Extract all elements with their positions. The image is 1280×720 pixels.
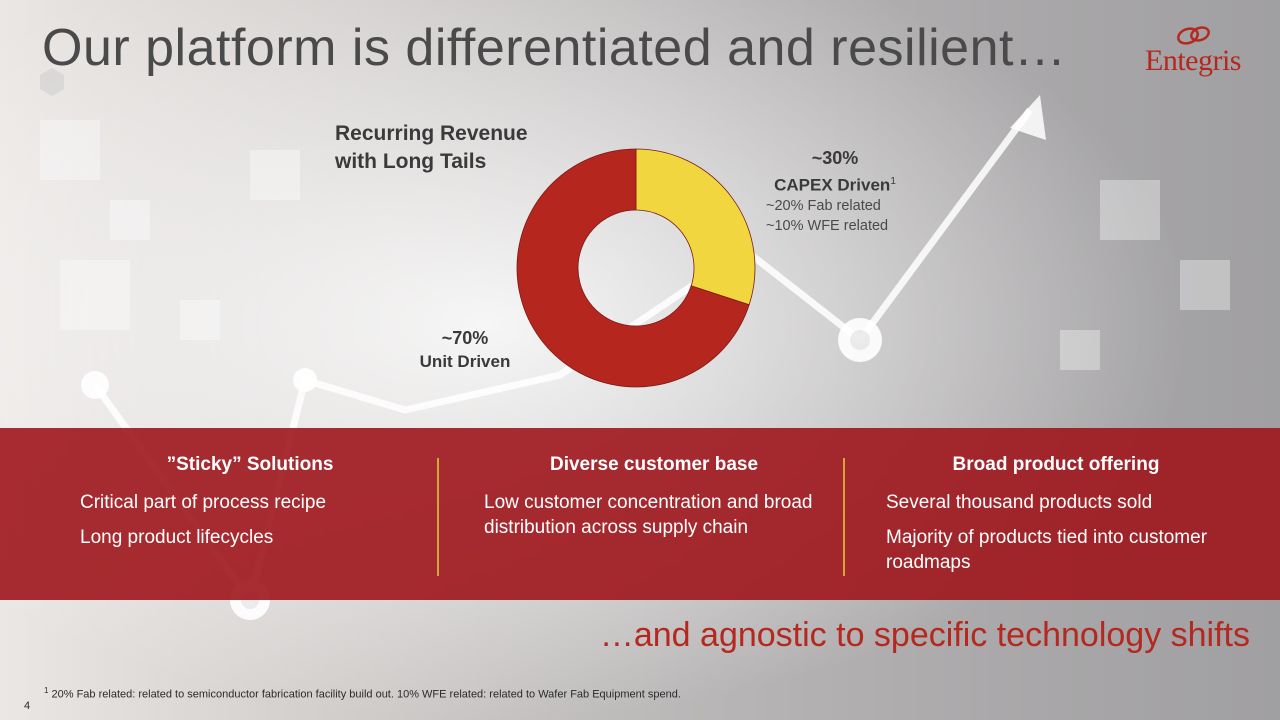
value-proposition-band [0, 428, 1280, 600]
column-heading-sticky: ”Sticky” Solutions [166, 454, 334, 475]
column-heading-product: Broad product offering [952, 454, 1160, 475]
column-diverse-customer-base: Diverse customer base Low customer conce… [484, 452, 824, 540]
tagline: …and agnostic to specific technology shi… [599, 616, 1250, 654]
footnote-text: 20% Fab related: related to semiconducto… [51, 688, 681, 701]
capex-breakdown-fab: ~20% Fab related [766, 198, 881, 214]
slice-label-capex: ~30% CAPEX Driven1 [760, 146, 910, 198]
slice-label-unit: ~70% Unit Driven [395, 326, 535, 374]
chart-title: Recurring Revenue with Long Tails [335, 120, 565, 176]
column-broad-product-offering: Broad product offering Several thousand … [886, 452, 1226, 575]
revenue-donut-chart [516, 148, 756, 388]
column-item: Several thousand products sold [886, 492, 1153, 513]
column-body-customer: Low customer concentration and broad dis… [484, 490, 824, 540]
slice-value-capex: ~30% [811, 148, 859, 168]
column-body-product: Several thousand products sold Majority … [886, 490, 1226, 575]
capex-breakdown: ~20% Fab related ~10% WFE related [766, 196, 916, 236]
column-item: Low customer concentration and broad dis… [484, 492, 813, 538]
column-divider [843, 458, 845, 576]
column-item: Critical part of process recipe [80, 492, 327, 513]
column-sticky-solutions: ”Sticky” Solutions Critical part of proc… [80, 452, 420, 560]
page-number: 4 [24, 700, 31, 712]
logo-rings-icon [1177, 26, 1210, 45]
slice-name-capex: CAPEX Driven1 [760, 170, 910, 198]
column-body-sticky: Critical part of process recipe Long pro… [80, 490, 420, 550]
footnote-mark: 1 [44, 686, 49, 695]
footnote: 1 20% Fab related: related to semiconduc… [44, 686, 681, 701]
logo-wordmark: Entegris [1145, 44, 1241, 77]
donut-slice-capex-driven [635, 148, 756, 306]
column-divider [437, 458, 439, 576]
chart-title-line-2: with Long Tails [335, 150, 487, 173]
column-item: Majority of products tied into customer … [886, 527, 1208, 573]
capex-breakdown-wfe: ~10% WFE related [766, 218, 889, 234]
footnote-mark-capex: 1 [890, 176, 896, 187]
slide-title: Our platform is differentiated and resil… [42, 19, 1067, 77]
column-heading-customer: Diverse customer base [549, 454, 759, 475]
company-logo: Entegris [1138, 26, 1248, 78]
chart-title-line-1: Recurring Revenue [335, 122, 528, 145]
slice-name-capex-text: CAPEX Driven [774, 175, 891, 195]
column-item: Long product lifecycles [80, 527, 274, 548]
slice-name-unit: Unit Driven [419, 352, 511, 371]
slice-value-unit: ~70% [441, 328, 489, 348]
donut-slice-unit-driven [516, 148, 750, 388]
